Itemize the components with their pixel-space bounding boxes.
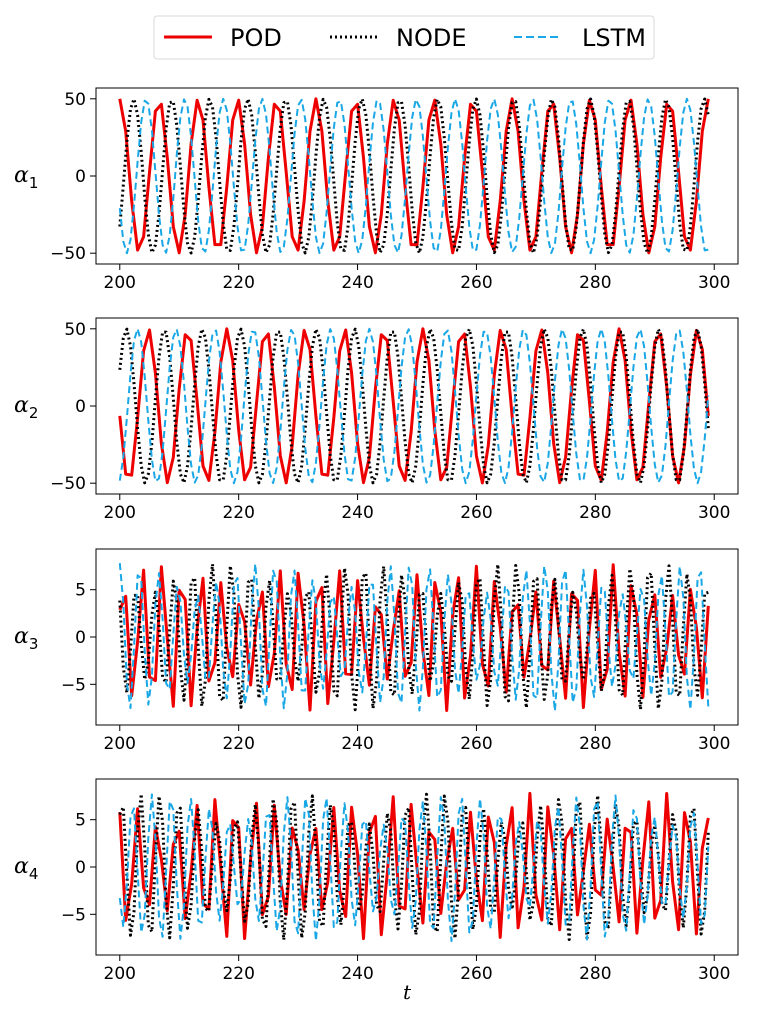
y-tick-label: 5 bbox=[75, 811, 86, 831]
y-tick-label: 0 bbox=[75, 397, 86, 417]
x-tick-label: 200 bbox=[104, 273, 136, 293]
x-tick-label: 260 bbox=[460, 503, 492, 523]
y-axis-label: α3 bbox=[14, 624, 38, 653]
y-tick-label: −5 bbox=[61, 905, 86, 925]
series-line-lstm bbox=[118, 97, 709, 255]
series-line-lstm bbox=[118, 793, 710, 943]
series-line-node bbox=[118, 97, 710, 255]
x-tick-label: 300 bbox=[698, 734, 730, 754]
x-tick-label: 260 bbox=[460, 273, 492, 293]
y-tick-label: 0 bbox=[75, 628, 86, 648]
y-tick-label: 50 bbox=[64, 320, 86, 340]
panel-alpha-1: 200 220 240 260 280 300 50 0 −50 α1 bbox=[14, 87, 739, 293]
x-tick-label: 220 bbox=[222, 964, 254, 984]
series-line-pod bbox=[118, 327, 710, 485]
y-tick-label: −50 bbox=[50, 474, 86, 494]
x-tick-label: 240 bbox=[341, 273, 373, 293]
x-tick-label: 220 bbox=[222, 503, 254, 523]
x-tick-label: 280 bbox=[579, 734, 611, 754]
x-tick-label: 300 bbox=[698, 273, 730, 293]
x-tick-label: 300 bbox=[698, 503, 730, 523]
y-axis-label: α4 bbox=[14, 854, 38, 883]
legend: POD NODE LSTM bbox=[153, 15, 655, 60]
series-line-pod bbox=[118, 563, 710, 712]
y-axis-label: α2 bbox=[14, 393, 38, 422]
y-axis-label: α1 bbox=[14, 163, 38, 192]
y-tick-label: 0 bbox=[75, 167, 86, 187]
x-tick-label: 200 bbox=[104, 734, 136, 754]
x-tick-label: 220 bbox=[222, 734, 254, 754]
legend-frame bbox=[153, 15, 655, 60]
x-tick-label: 240 bbox=[341, 734, 373, 754]
series-line-node bbox=[118, 562, 709, 712]
x-tick-label: 240 bbox=[341, 503, 373, 523]
legend-label-node: NODE bbox=[396, 24, 467, 52]
series-line-lstm bbox=[118, 562, 710, 712]
x-tick-label: 280 bbox=[579, 964, 611, 984]
x-tick-label: 240 bbox=[341, 964, 373, 984]
x-tick-label: 280 bbox=[579, 503, 611, 523]
y-tick-label: −50 bbox=[50, 244, 86, 264]
x-axis-label: t bbox=[403, 980, 412, 1004]
series-line-pod bbox=[118, 97, 710, 255]
y-tick-label: 0 bbox=[75, 858, 86, 878]
y-tick-label: 5 bbox=[75, 581, 86, 601]
y-tick-label: −5 bbox=[61, 675, 86, 695]
x-tick-label: 260 bbox=[460, 734, 492, 754]
series-line-lstm bbox=[118, 327, 710, 485]
panel-alpha-3: 200 220 240 260 280 300 5 0 −5 α3 bbox=[14, 548, 739, 754]
series-line-pod bbox=[118, 791, 710, 941]
legend-label-pod: POD bbox=[230, 24, 282, 52]
panel-alpha-2: 200 220 240 260 280 300 50 0 −50 α2 bbox=[14, 317, 739, 523]
series-line-node bbox=[118, 327, 710, 485]
x-tick-label: 300 bbox=[698, 964, 730, 984]
x-tick-label: 200 bbox=[104, 503, 136, 523]
x-tick-label: 260 bbox=[460, 964, 492, 984]
x-tick-label: 280 bbox=[579, 273, 611, 293]
y-tick-label: 50 bbox=[64, 90, 86, 110]
panel-alpha-4: 200 220 240 260 280 300 5 0 −5 α4 t bbox=[14, 778, 739, 1004]
x-tick-label: 200 bbox=[104, 964, 136, 984]
x-tick-label: 220 bbox=[222, 273, 254, 293]
legend-label-lstm: LSTM bbox=[582, 24, 646, 52]
